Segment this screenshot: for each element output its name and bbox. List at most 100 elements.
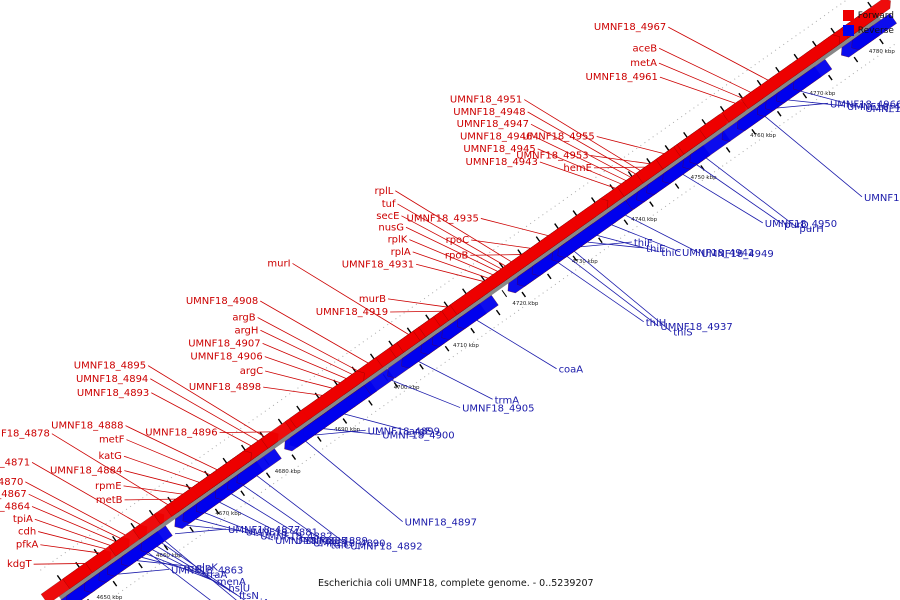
reverse-minor-tick xyxy=(470,327,475,334)
reverse-minor-tick xyxy=(317,436,322,442)
reverse-leader-line xyxy=(175,528,227,535)
reverse-gene-argE xyxy=(284,385,372,452)
tick-label: 4680 kbp xyxy=(275,469,301,475)
forward-gene-label: UMNF18_4895 xyxy=(74,361,146,372)
forward-leader-line xyxy=(401,215,502,270)
reverse-leader-line xyxy=(256,475,349,546)
forward-minor-tick xyxy=(277,418,283,425)
reverse-leader-line xyxy=(800,90,864,109)
reverse-leader-line xyxy=(418,361,493,400)
forward-leader-line xyxy=(28,493,121,539)
forward-gene-label: katG xyxy=(99,451,122,462)
reverse-minor-tick xyxy=(291,454,297,460)
reverse-gene-label: UMNF18_4970 xyxy=(865,104,900,115)
reverse-gene-label: purH xyxy=(799,224,823,235)
forward-gene-label: pfkA xyxy=(16,540,39,551)
reverse-gene xyxy=(236,448,282,485)
forward-gene-label: metF xyxy=(99,435,125,446)
forward-minor-tick xyxy=(443,301,449,308)
reverse-gene-label: thiH xyxy=(646,318,667,329)
reverse-gene-label: UMNF18_4900 xyxy=(382,431,454,442)
reverse-minor-tick xyxy=(623,219,629,226)
reverse-minor-tick xyxy=(163,544,169,551)
reverse-leader-line xyxy=(204,512,274,541)
forward-gene-label: metA xyxy=(630,58,657,69)
genome-backbone xyxy=(40,0,898,600)
reverse-gene-label: thiF xyxy=(634,238,653,249)
reverse-gene-label: UMNF18_4863 xyxy=(171,565,243,576)
reverse-gene-label: argE xyxy=(409,427,432,438)
forward-leader-line xyxy=(292,263,409,335)
forward-gene-label: UMNF18_4951 xyxy=(450,95,522,106)
reverse-leader-line xyxy=(195,518,259,537)
forward-minor-tick xyxy=(812,40,817,47)
forward-leader-line xyxy=(123,455,200,483)
reverse-gene-label: UMNF18_4897 xyxy=(405,518,477,529)
reverse-gene-label: talC xyxy=(331,541,351,552)
reverse-minor-tick xyxy=(674,183,680,189)
reverse-gene-label: menA xyxy=(217,577,246,588)
forward-minor-tick xyxy=(112,535,117,542)
forward-minor-tick xyxy=(793,53,799,60)
reverse-minor-tick xyxy=(112,580,118,587)
reverse-leader-line xyxy=(219,501,294,541)
reverse-gene xyxy=(851,13,897,51)
reverse-minor-tick xyxy=(802,92,808,99)
forward-gene-label: UMNF18_4893 xyxy=(77,388,149,399)
reverse-leader-line xyxy=(611,224,681,253)
forward-minor-tick xyxy=(775,66,780,73)
forward-leader-line xyxy=(123,485,183,495)
forward-leader-line xyxy=(658,62,743,99)
forward-leader-line xyxy=(537,148,622,185)
forward-leader-line xyxy=(534,136,627,181)
forward-minor-tick xyxy=(646,158,651,164)
reverse-gene-thiC xyxy=(557,200,633,258)
forward-leader-line xyxy=(126,439,211,476)
reverse-minor-tick xyxy=(138,562,143,569)
reverse-leader-line xyxy=(157,546,238,596)
forward-gene-label: UMNF18_4871 xyxy=(0,457,30,468)
forward-leader-line xyxy=(387,298,448,308)
forward-gene-label: UMNF18_4878 xyxy=(0,429,50,440)
reverse-leader-line xyxy=(243,485,330,545)
reverse-minor-tick xyxy=(649,201,654,207)
reverse-minor-tick xyxy=(214,508,220,515)
reverse-gene-label: thiE xyxy=(646,244,665,255)
forward-gene-katG xyxy=(164,450,252,517)
reverse-minor-tick xyxy=(240,490,245,497)
reverse-gene xyxy=(793,59,833,92)
reverse-leader-line xyxy=(146,553,215,582)
forward-leader-line xyxy=(412,251,489,279)
reverse-gene-label: hslU xyxy=(228,584,250,595)
forward-leader-line xyxy=(263,386,323,396)
forward-gene-label: argH xyxy=(234,325,258,336)
tick-label: 4760 kbp xyxy=(750,133,776,139)
forward-gene-label: rplK xyxy=(388,235,408,246)
forward-gene-label: tuf xyxy=(382,199,396,210)
forward-minor-tick xyxy=(664,145,670,151)
forward-gene-label: kdgT xyxy=(7,559,32,570)
forward-gene-label: UMNF18_4894 xyxy=(76,374,148,385)
forward-minor-tick xyxy=(167,496,172,503)
forward-leader-line xyxy=(470,254,522,256)
reverse-minor-tick xyxy=(495,309,501,316)
forward-minor-tick xyxy=(296,405,301,412)
forward-leader-line xyxy=(260,329,353,375)
forward-gene-label: nusG xyxy=(378,222,404,233)
forward-leader-line xyxy=(260,300,369,364)
reverse-gene-label: trmA xyxy=(495,395,520,406)
reverse-leader-line xyxy=(587,241,645,249)
forward-gene-label: UMNF18_4898 xyxy=(189,382,261,393)
forward-leader-line xyxy=(659,76,736,104)
tick-label: 4730 kbp xyxy=(572,259,598,265)
forward-minor-tick xyxy=(425,314,430,321)
forward-gene-label: UMNF18_4953 xyxy=(516,151,588,162)
forward-gene-label: UMNF18_4906 xyxy=(190,352,262,363)
forward-leader-line xyxy=(124,498,176,501)
reverse-gene-label: UMNF18_4905 xyxy=(462,404,534,415)
tick-label: 4670 kbp xyxy=(215,511,241,517)
reverse-gene-label: coaA xyxy=(559,365,584,376)
forward-minor-tick xyxy=(535,236,541,242)
reverse-minor-tick xyxy=(393,381,399,388)
